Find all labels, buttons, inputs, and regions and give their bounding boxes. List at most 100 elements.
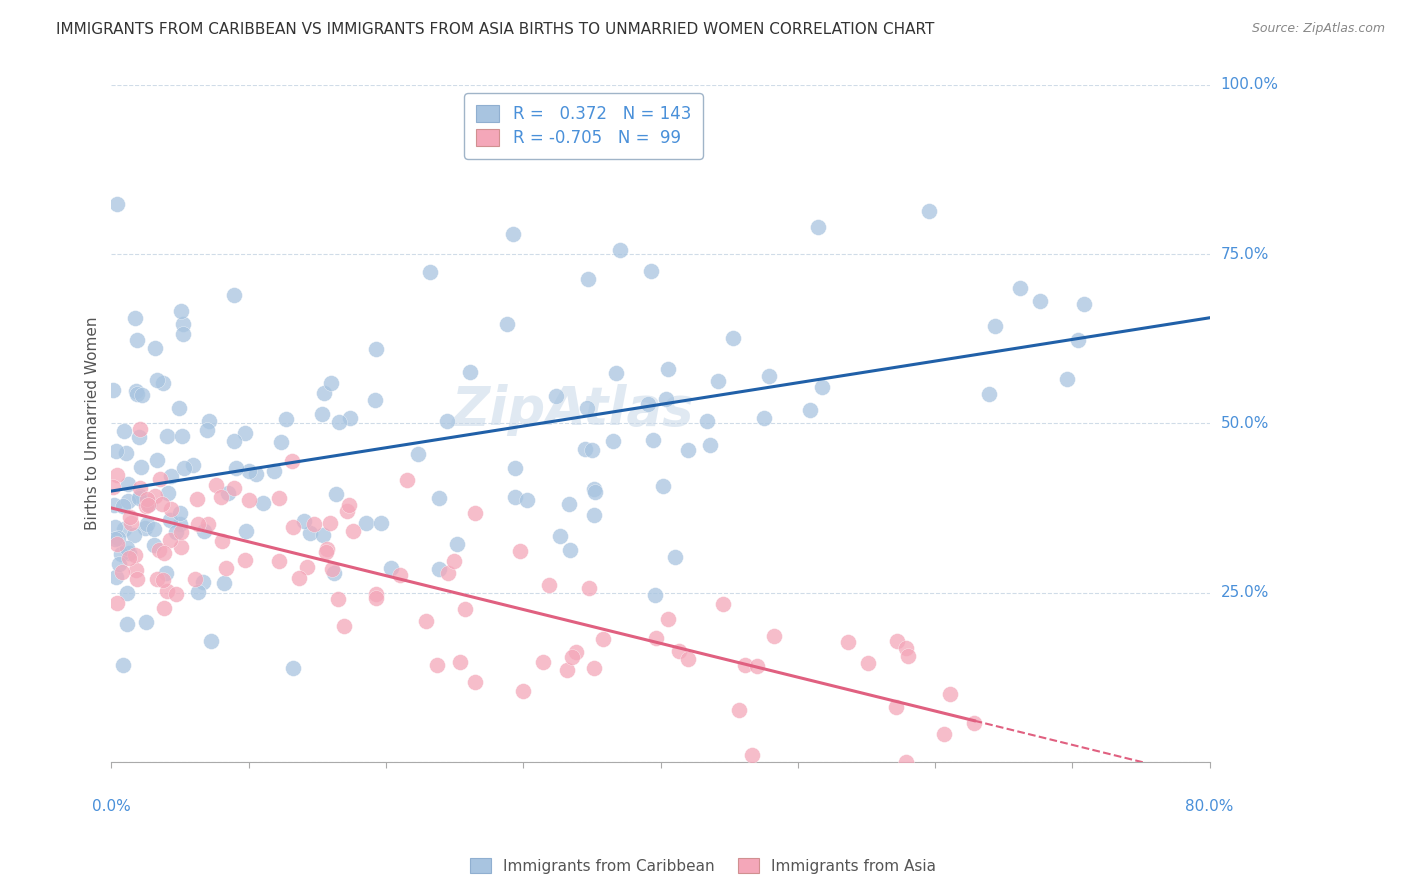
Text: 75.0%: 75.0% bbox=[1220, 247, 1270, 261]
Point bbox=[111, 499, 134, 513]
Point bbox=[128, 491, 150, 505]
Point bbox=[643, 433, 665, 447]
Point bbox=[205, 478, 228, 492]
Point bbox=[292, 514, 315, 528]
Point bbox=[198, 414, 221, 428]
Point bbox=[131, 387, 153, 401]
Point bbox=[419, 265, 441, 279]
Point bbox=[337, 498, 360, 512]
Point bbox=[917, 204, 939, 219]
Point bbox=[281, 661, 304, 675]
Point bbox=[561, 649, 583, 664]
Point bbox=[172, 317, 194, 331]
Point bbox=[122, 528, 145, 542]
Point bbox=[807, 219, 830, 234]
Point bbox=[128, 489, 150, 503]
Point bbox=[165, 525, 187, 540]
Point bbox=[187, 517, 209, 532]
Point bbox=[745, 659, 768, 673]
Text: IMMIGRANTS FROM CARIBBEAN VS IMMIGRANTS FROM ASIA BIRTHS TO UNMARRIED WOMEN CORR: IMMIGRANTS FROM CARIBBEAN VS IMMIGRANTS … bbox=[56, 22, 935, 37]
Point bbox=[396, 473, 419, 487]
Point bbox=[512, 684, 534, 698]
Text: 0.0%: 0.0% bbox=[91, 799, 131, 814]
Point bbox=[212, 576, 235, 591]
Point bbox=[148, 543, 170, 558]
Point bbox=[758, 368, 780, 383]
Point bbox=[156, 584, 179, 599]
Point bbox=[115, 616, 138, 631]
Point bbox=[143, 341, 166, 355]
Point bbox=[263, 464, 285, 478]
Point bbox=[104, 520, 127, 534]
Text: ZipAtlas: ZipAtlas bbox=[451, 384, 695, 436]
Point bbox=[333, 618, 356, 632]
Point bbox=[153, 546, 176, 560]
Point bbox=[582, 483, 605, 497]
Point bbox=[110, 547, 132, 561]
Point bbox=[143, 522, 166, 536]
Point bbox=[125, 384, 148, 398]
Point bbox=[894, 755, 917, 769]
Point bbox=[125, 572, 148, 586]
Point bbox=[894, 640, 917, 655]
Point bbox=[124, 311, 146, 326]
Point bbox=[884, 700, 907, 714]
Point bbox=[583, 508, 606, 522]
Point bbox=[516, 493, 538, 508]
Point bbox=[172, 327, 194, 342]
Point bbox=[932, 727, 955, 741]
Point bbox=[245, 467, 267, 481]
Point bbox=[575, 401, 598, 415]
Point bbox=[222, 287, 245, 301]
Point bbox=[558, 497, 581, 511]
Point bbox=[886, 634, 908, 648]
Text: 100.0%: 100.0% bbox=[1220, 78, 1278, 93]
Point bbox=[215, 561, 238, 575]
Point bbox=[183, 458, 205, 472]
Point bbox=[449, 655, 471, 669]
Point bbox=[169, 506, 191, 520]
Point bbox=[752, 411, 775, 425]
Point bbox=[637, 397, 659, 411]
Point bbox=[458, 365, 481, 379]
Point bbox=[734, 657, 756, 672]
Point bbox=[105, 537, 128, 551]
Text: Source: ZipAtlas.com: Source: ZipAtlas.com bbox=[1251, 22, 1385, 36]
Point bbox=[104, 532, 127, 546]
Point bbox=[115, 541, 138, 555]
Point bbox=[328, 415, 350, 429]
Point bbox=[856, 656, 879, 670]
Point bbox=[111, 565, 134, 579]
Point bbox=[128, 430, 150, 444]
Point bbox=[302, 517, 325, 532]
Point bbox=[657, 612, 679, 626]
Point bbox=[197, 517, 219, 532]
Point bbox=[342, 524, 364, 538]
Point bbox=[211, 534, 233, 549]
Point bbox=[169, 525, 191, 540]
Point bbox=[555, 663, 578, 677]
Point bbox=[150, 497, 173, 511]
Point bbox=[576, 272, 599, 286]
Point bbox=[602, 434, 624, 448]
Point bbox=[315, 541, 337, 556]
Point bbox=[325, 487, 347, 501]
Point bbox=[159, 514, 181, 528]
Point bbox=[336, 504, 359, 518]
Point bbox=[319, 376, 342, 390]
Point bbox=[165, 587, 187, 601]
Point bbox=[339, 411, 361, 425]
Point bbox=[127, 387, 149, 401]
Point bbox=[574, 442, 596, 456]
Point bbox=[270, 435, 292, 450]
Point bbox=[502, 227, 524, 242]
Point bbox=[235, 553, 257, 567]
Point bbox=[160, 469, 183, 483]
Point bbox=[169, 516, 191, 531]
Point bbox=[503, 491, 526, 505]
Point bbox=[314, 386, 336, 401]
Point bbox=[238, 464, 260, 478]
Point bbox=[170, 303, 193, 318]
Point bbox=[107, 467, 129, 482]
Point bbox=[173, 461, 195, 475]
